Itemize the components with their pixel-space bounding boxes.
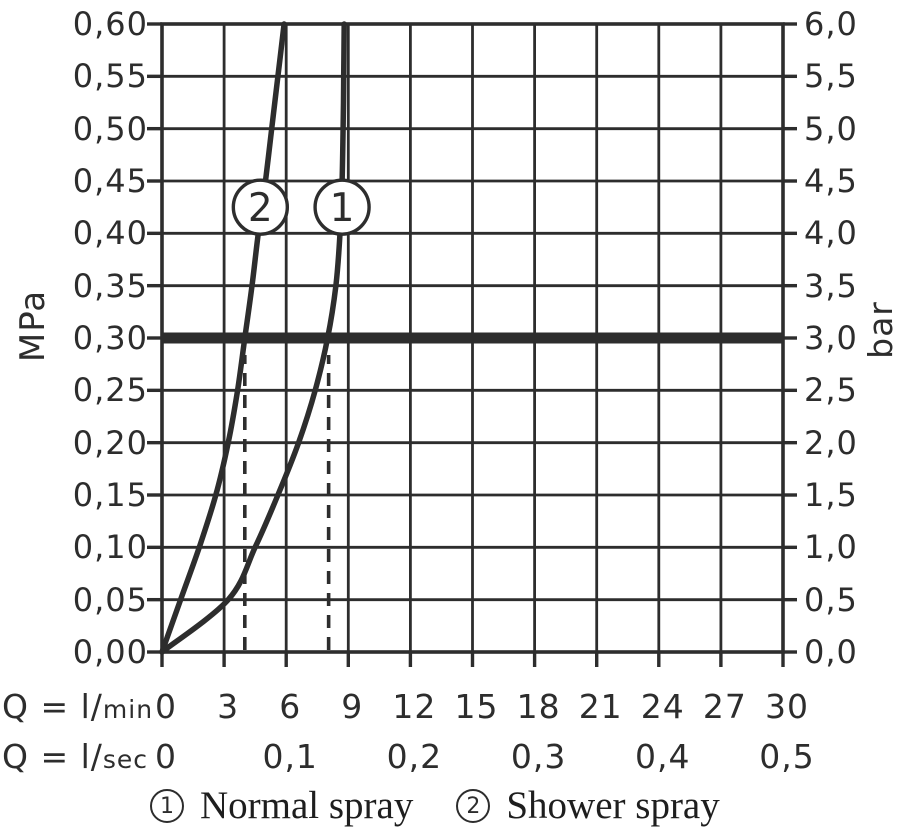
curve-marker-label-1: 1 <box>330 186 355 231</box>
y-right-tick-label: 2,5 <box>804 371 858 410</box>
x-lmin-tick-label: 12 <box>392 687 437 726</box>
y-right-tick-label: 0,5 <box>804 580 858 619</box>
x-lmin-tick-label: 0 <box>155 687 177 726</box>
x-lmin-tick-label: 15 <box>454 687 499 726</box>
legend: 1 Normal spray 2 Shower spray <box>150 783 720 829</box>
y-right-tick-label: 5,0 <box>804 109 858 148</box>
legend-item-normal-spray: 1 Normal spray <box>150 784 413 828</box>
circled-2-icon: 2 <box>456 789 491 823</box>
x-lsec-tick-label: 0,3 <box>510 737 567 776</box>
curve-marker-circle-1 <box>313 178 371 236</box>
flow-symbol-lmin: Q = l/ <box>2 687 103 726</box>
x-lmin-tick-label: 27 <box>702 687 747 726</box>
y-left-tick-label: 0,35 <box>72 266 148 305</box>
x-lmin-tick-label: 30 <box>765 687 809 726</box>
x-axis-lsec-title: Q = l/sec <box>2 737 148 780</box>
y-left-tick-label: 0,40 <box>72 214 148 253</box>
y-left-tick-label: 0,20 <box>72 423 148 462</box>
y-left-tick-label: 0,50 <box>72 109 148 148</box>
x-lsec-tick-label: 0,5 <box>759 737 815 776</box>
x-lmin-tick-label: 6 <box>279 687 302 726</box>
x-lsec-tick-label: 0 <box>155 737 177 776</box>
y-right-tick-label: 5,5 <box>804 57 858 96</box>
y-left-tick-label: 0,30 <box>72 319 148 357</box>
y-right-tick-label: 0,0 <box>804 633 858 671</box>
flow-symbol-lsec: Q = l/ <box>2 737 103 776</box>
y-right-tick-label: 4,0 <box>804 214 858 253</box>
y-right-tick-label: 2,0 <box>804 423 858 462</box>
y-left-tick-label: 0,45 <box>72 162 148 200</box>
right-axis-unit-label: bar <box>861 301 900 359</box>
y-right-tick-label: 1,5 <box>804 476 858 514</box>
y-left-tick-label: 0,25 <box>72 371 148 410</box>
x-lsec-tick-label: 0,2 <box>386 737 443 776</box>
y-left-tick-label: 0,15 <box>72 476 148 514</box>
x-axis-lmin-title: Q = l/min <box>2 687 153 730</box>
x-lmin-tick-label: 9 <box>341 687 364 726</box>
x-lmin-tick-label: 24 <box>640 687 685 726</box>
y-left-tick-label: 0,55 <box>72 57 148 96</box>
curve-marker-circle-2 <box>231 178 290 236</box>
unit-min: min <box>102 695 154 724</box>
y-left-tick-label: 0,10 <box>72 528 148 567</box>
left-axis-unit-label: MPa <box>13 289 53 363</box>
x-lmin-tick-label: 18 <box>516 687 561 726</box>
x-lmin-tick-label: 21 <box>578 687 623 726</box>
legend-label-normal-spray: Normal spray <box>200 784 414 827</box>
y-right-tick-label: 3,0 <box>804 319 858 357</box>
unit-sec: sec <box>102 745 149 774</box>
y-right-tick-label: 3,5 <box>804 266 858 305</box>
y-right-tick-label: 1,0 <box>804 528 858 567</box>
legend-item-shower-spray: 2 Shower spray <box>456 784 720 828</box>
y-right-tick-label: 6,0 <box>804 5 858 43</box>
legend-label-shower-spray: Shower spray <box>506 784 720 827</box>
y-left-tick-label: 0,60 <box>72 5 148 43</box>
circled-1-icon: 1 <box>150 789 184 823</box>
x-lmin-tick-label: 3 <box>217 687 240 726</box>
y-right-tick-label: 4,5 <box>804 162 858 200</box>
x-lsec-tick-label: 0,1 <box>262 737 318 776</box>
y-left-tick-label: 0,00 <box>72 633 148 671</box>
curve-marker-label-2: 2 <box>248 186 273 231</box>
x-lsec-tick-label: 0,4 <box>635 737 691 776</box>
y-left-tick-label: 0,05 <box>72 580 148 619</box>
